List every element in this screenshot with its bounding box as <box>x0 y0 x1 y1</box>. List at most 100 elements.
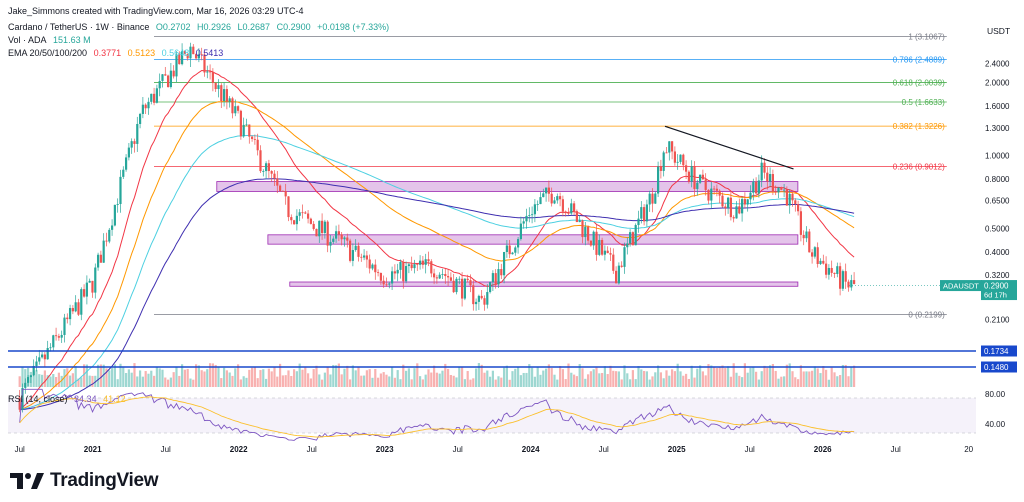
time-axis: Jul 2021 Jul 2022 Jul 2023 Jul 2024 Jul 2025 Jul 20… <box>15 445 974 454</box>
price-axis-tick: 0.3200 <box>985 271 1010 280</box>
candle-body <box>612 254 615 271</box>
candle-body <box>497 269 500 285</box>
volume-bar <box>54 377 58 387</box>
volume-bar <box>141 376 144 387</box>
ema50-value: 0.5123 <box>127 48 156 58</box>
volume-bar <box>116 379 119 387</box>
price-axis-tick: 1.0000 <box>985 151 1010 160</box>
candle-body <box>155 88 158 103</box>
volume-bar <box>253 366 256 387</box>
volume-bar <box>357 367 360 387</box>
price-axis: USDT 2.4000 2.0000 1.6000 1.3000 1.0000 0.8000… <box>848 26 1017 429</box>
tradingview-logo[interactable]: TradingView <box>10 470 159 492</box>
volume-bar <box>511 371 514 387</box>
ohlc-low: L0.2687 <box>237 22 271 32</box>
candle-body <box>172 70 175 77</box>
candle-body <box>684 165 688 172</box>
volume-bar <box>687 378 690 387</box>
volume-bar <box>752 367 755 387</box>
fib-label: 0.382 (1.3226) <box>893 122 945 131</box>
candle-body <box>631 232 634 246</box>
volume-bar <box>794 377 797 387</box>
candle-body <box>626 243 629 248</box>
volume-bar <box>558 366 562 387</box>
candle-body <box>516 239 520 248</box>
candle-body <box>472 285 475 305</box>
candle-body <box>402 261 405 282</box>
support-price-label: 0.1480 <box>984 363 1009 372</box>
volume-bar <box>757 379 760 387</box>
candle-body <box>696 182 699 189</box>
rsi-band <box>8 398 976 433</box>
volume-bar <box>690 365 693 387</box>
candle-body <box>805 231 808 239</box>
volume-bar <box>278 363 282 387</box>
volume-bar <box>245 377 248 387</box>
volume-bar <box>155 366 158 387</box>
volume-bar <box>740 377 744 387</box>
candle-body <box>312 223 315 229</box>
volume-bar <box>306 373 310 387</box>
candle-body <box>483 298 486 305</box>
candle-body <box>847 281 850 288</box>
volume-bar <box>847 376 850 387</box>
volume-bar <box>838 375 842 387</box>
price-axis-currency: USDT <box>987 26 1010 36</box>
candle-body <box>435 277 438 279</box>
volume-bar <box>819 373 822 387</box>
volume-bar <box>248 369 251 387</box>
ohlc-close: C0.2900 <box>276 22 311 32</box>
volume-bar <box>360 375 363 387</box>
candle-body <box>589 240 592 246</box>
candle-body <box>791 193 794 201</box>
ema20-value: 0.3771 <box>93 48 122 58</box>
volume-bar <box>698 365 702 387</box>
candle-body <box>640 207 643 219</box>
volume-bar <box>850 366 853 387</box>
volume-bar <box>287 370 290 387</box>
volume-bar <box>701 371 704 387</box>
candle-body <box>49 347 52 349</box>
volume-bars <box>18 363 856 387</box>
candle-body <box>581 220 584 238</box>
volume-bar <box>746 372 749 387</box>
volume-bar <box>525 372 528 387</box>
volume-bar <box>368 369 371 387</box>
candle-body <box>287 196 290 218</box>
volume-bar <box>578 364 581 387</box>
volume-bar <box>808 371 811 387</box>
candle-body <box>452 280 455 293</box>
volume-bar <box>729 376 732 387</box>
volume-bar <box>102 364 105 387</box>
candle-body <box>346 237 349 241</box>
volume-bar <box>572 374 576 387</box>
candle-body <box>822 260 825 264</box>
candle-body <box>500 269 503 276</box>
candle-body <box>29 375 32 378</box>
volume-bar <box>514 368 517 387</box>
volume-bar <box>416 363 419 387</box>
price-axis-tick: 0.6500 <box>985 197 1010 206</box>
volume-bar <box>52 374 55 387</box>
volume-bar <box>365 370 368 387</box>
candle-body <box>606 250 609 254</box>
volume-bar <box>785 364 788 387</box>
candle-body <box>766 172 769 182</box>
candle-body <box>539 197 542 205</box>
candle-body <box>175 54 178 77</box>
candle-body <box>374 264 377 273</box>
volume-bar <box>732 363 735 387</box>
volume-bar <box>477 363 480 387</box>
candle-body <box>441 274 444 275</box>
candle-body <box>214 82 217 90</box>
volume-bar <box>483 372 486 387</box>
volume-bar <box>77 378 80 387</box>
price-axis-tick: 2.0000 <box>985 79 1010 88</box>
volume-bar <box>304 367 307 387</box>
candle-body <box>514 247 517 253</box>
volume-bar <box>91 375 94 387</box>
candle-body <box>794 200 797 205</box>
volume-bar <box>82 364 86 387</box>
tradingview-logo-icon <box>10 473 44 489</box>
